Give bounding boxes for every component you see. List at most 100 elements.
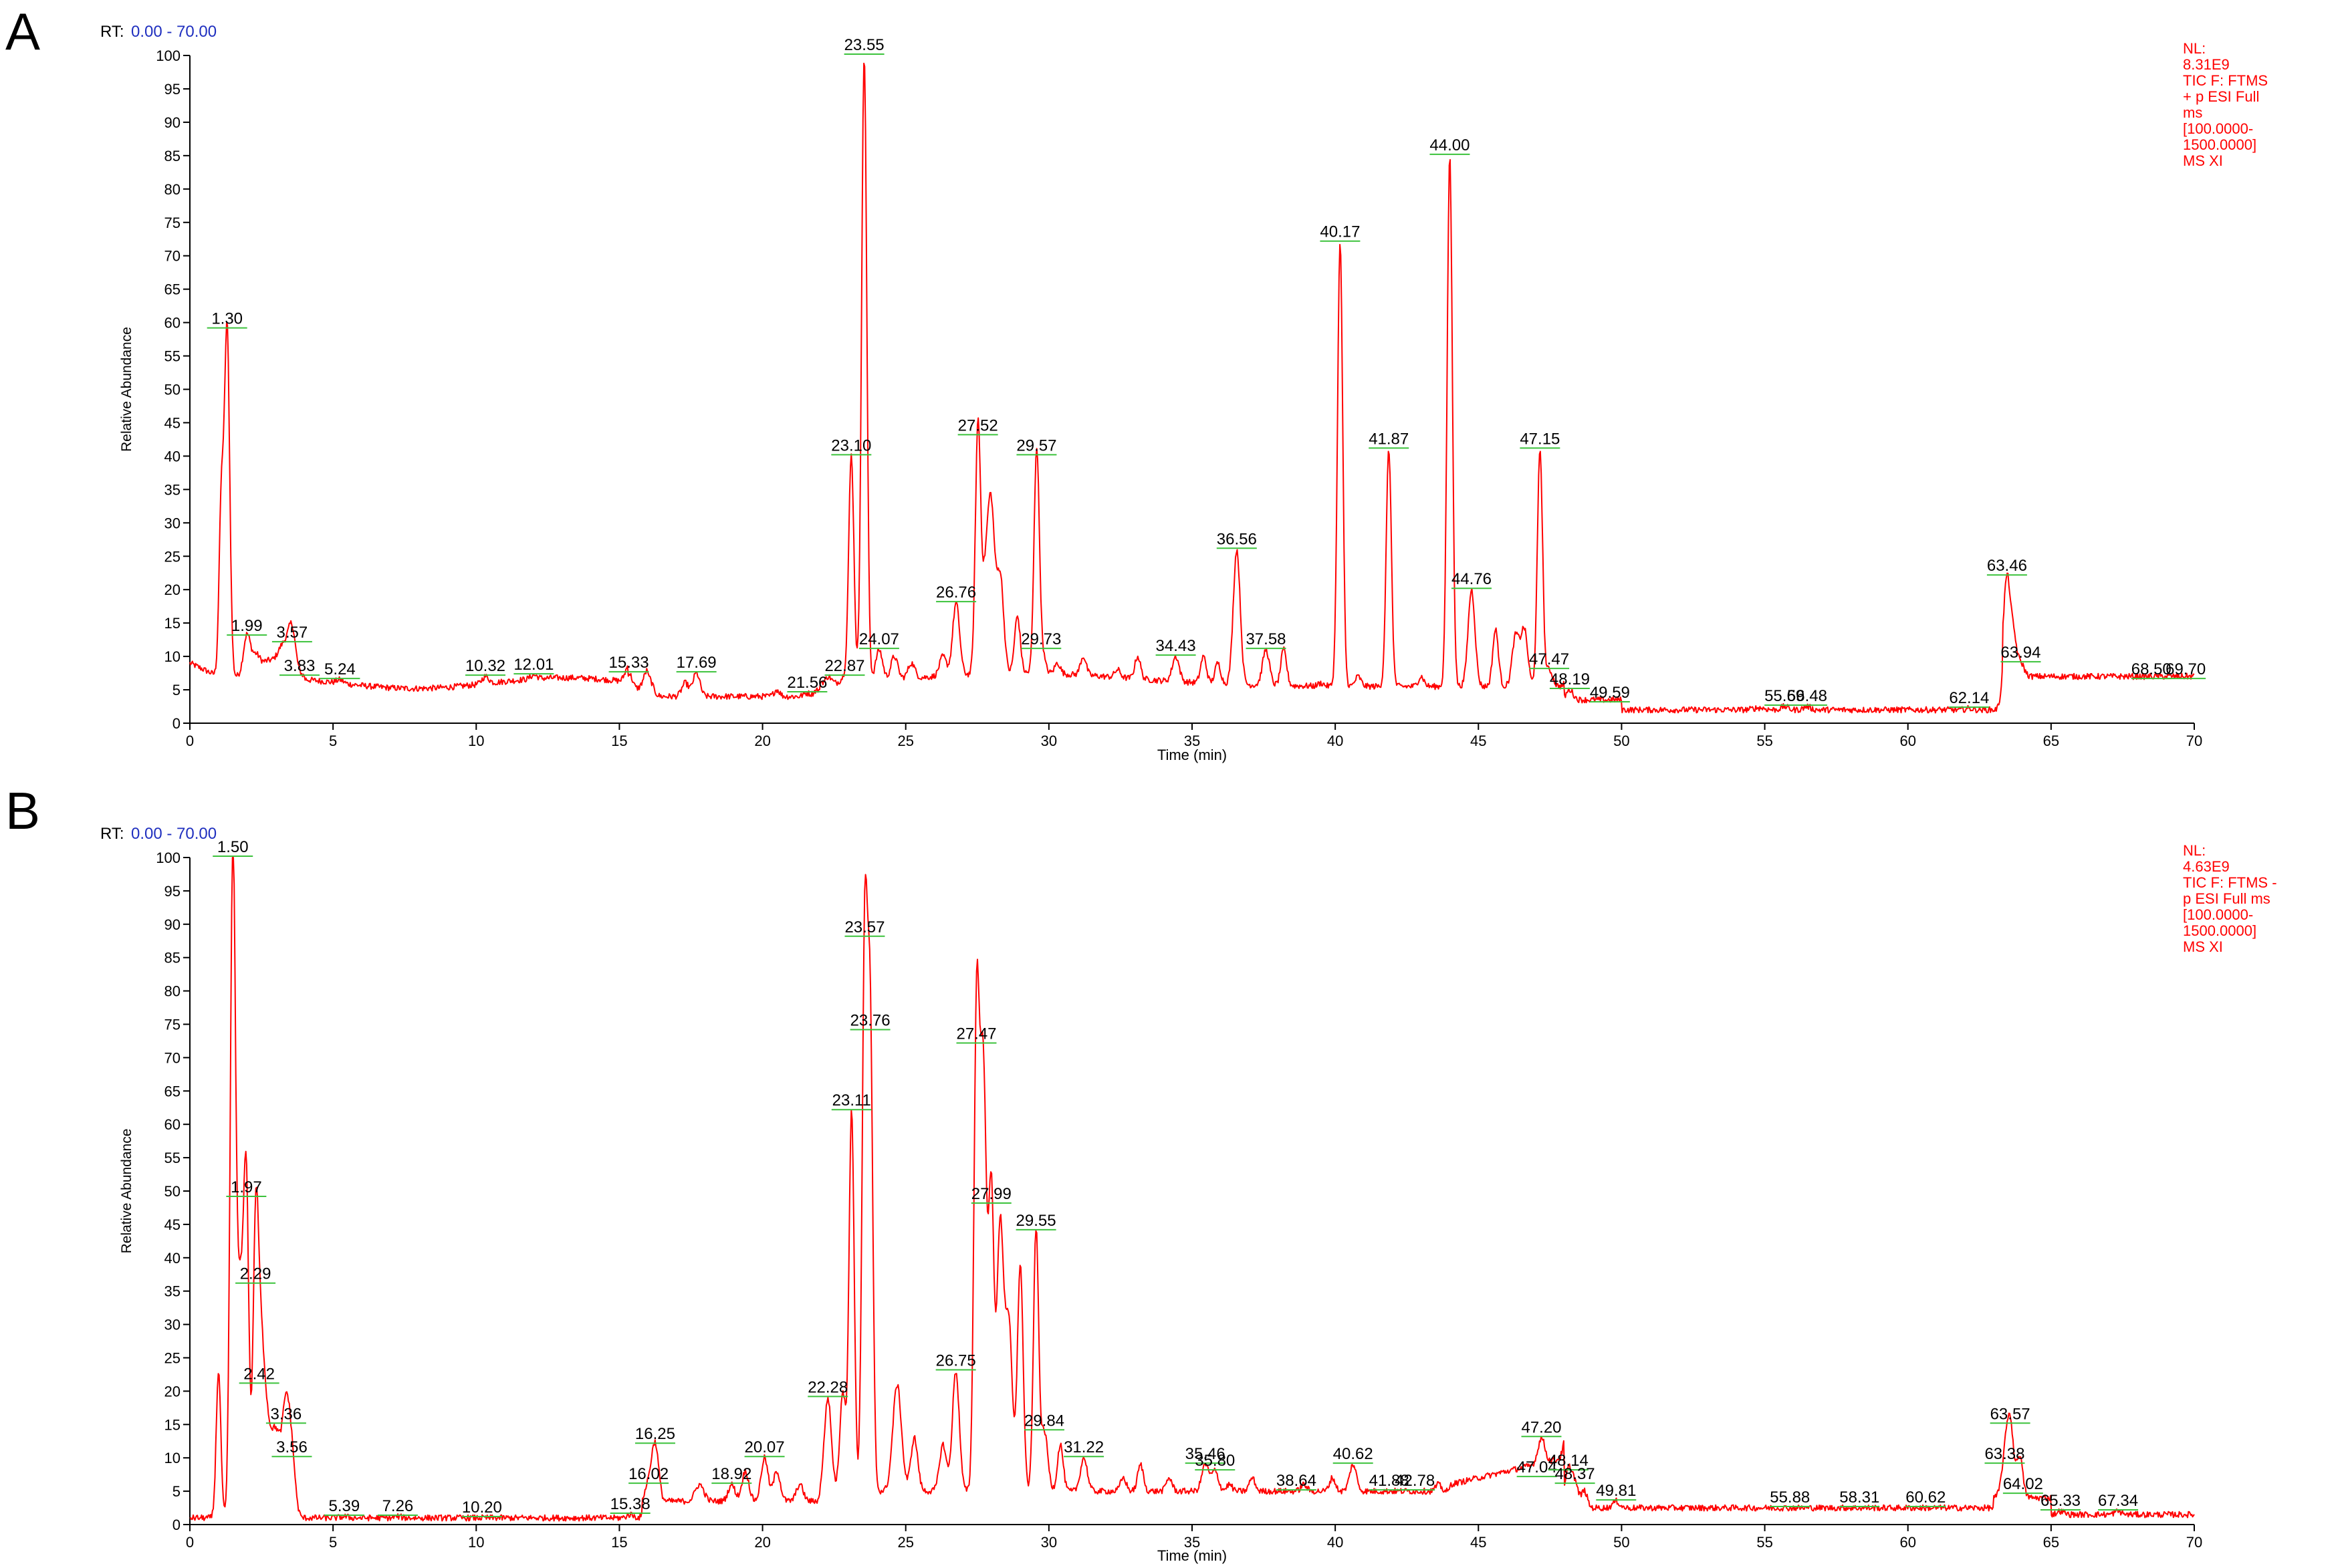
y-tick-label: 70 (164, 1049, 181, 1066)
peak-label: 26.75 (936, 1351, 976, 1369)
y-tick-label: 90 (164, 114, 181, 131)
x-tick-label: 20 (754, 733, 770, 749)
peak-label: 1.30 (211, 310, 243, 328)
peak-label: 23.10 (831, 436, 871, 454)
x-tick-label: 10 (468, 733, 484, 749)
y-tick-label: 25 (164, 1350, 181, 1367)
x-tick-label: 65 (2043, 733, 2059, 749)
peak-label: 3.83 (284, 657, 316, 675)
x-tick-label: 15 (611, 733, 627, 749)
peak-label: 3.36 (271, 1405, 302, 1423)
y-tick-label: 90 (164, 916, 181, 933)
scan-info-line: [100.0000- (2183, 906, 2253, 923)
y-tick-label: 60 (164, 315, 181, 332)
peak-label: 55.69 (1764, 687, 1804, 705)
x-tick-label: 35 (1184, 733, 1200, 749)
y-tick-label: 35 (164, 1283, 181, 1300)
peak-label: 47.20 (1521, 1418, 1561, 1436)
x-tick-label: 70 (2186, 733, 2202, 749)
peak-label: 68.50 (2131, 660, 2172, 678)
y-tick-label: 50 (164, 382, 181, 398)
y-tick-label: 15 (164, 615, 181, 632)
x-tick-label: 70 (2186, 1534, 2202, 1551)
peak-label: 2.29 (240, 1265, 271, 1283)
peak-label: 48.19 (1550, 670, 1590, 688)
scan-info-line: p ESI Full ms (2183, 890, 2270, 907)
y-tick-label: 70 (164, 248, 181, 265)
y-tick-label: 45 (164, 414, 181, 431)
y-tick-label: 60 (164, 1116, 181, 1133)
x-tick-label: 0 (186, 1534, 194, 1551)
peak-label: 29.55 (1016, 1212, 1056, 1230)
peak-label: 40.62 (1333, 1445, 1373, 1463)
peak-label: 17.69 (677, 654, 717, 672)
peak-label: 5.24 (324, 660, 356, 678)
x-axis-title: Time (min) (1157, 1547, 1227, 1564)
y-axis-title: Relative Abundance (119, 327, 134, 452)
y-tick-label: 55 (164, 348, 181, 365)
peak-label: 10.20 (462, 1498, 502, 1517)
peak-label: 5.39 (328, 1497, 360, 1515)
peak-label: 64.02 (2003, 1475, 2043, 1493)
rt-label: RT: (100, 825, 124, 843)
x-tick-label: 40 (1327, 1534, 1343, 1551)
y-tick-label: 5 (172, 1483, 181, 1500)
peak-label: 27.99 (971, 1185, 1012, 1203)
rt-range: 0.00 - 70.00 (131, 23, 217, 41)
y-tick-label: 65 (164, 1083, 181, 1099)
peak-label: 42.78 (1395, 1472, 1435, 1490)
x-tick-label: 55 (1756, 733, 1772, 749)
peak-label: 41.87 (1369, 430, 1409, 448)
y-tick-label: 10 (164, 648, 181, 665)
y-tick-label: 25 (164, 548, 181, 565)
y-tick-label: 0 (172, 715, 181, 732)
peak-label: 40.17 (1320, 223, 1360, 241)
peak-label: 21.56 (787, 674, 827, 692)
x-tick-label: 25 (897, 1534, 913, 1551)
y-axis-title: Relative Abundance (119, 1129, 134, 1254)
y-tick-label: 55 (164, 1150, 181, 1166)
peak-label: 60.62 (1905, 1488, 1946, 1507)
peak-label: 65.33 (2040, 1492, 2081, 1510)
x-tick-label: 25 (897, 733, 913, 749)
peak-label: 16.02 (628, 1465, 669, 1483)
peak-label: 23.57 (844, 918, 885, 936)
peak-label: 22.87 (824, 657, 864, 675)
peak-label: 31.22 (1064, 1438, 1104, 1456)
chart-panel-b: RT: 0.00 - 70.000510152025303540455055606… (100, 825, 2277, 1564)
x-tick-label: 35 (1184, 1534, 1200, 1551)
peak-label: 63.46 (1987, 557, 2027, 575)
y-tick-label: 80 (164, 983, 181, 1000)
peak-label: 48.14 (1548, 1452, 1589, 1470)
scan-info-line: 1500.0000] (2183, 136, 2256, 153)
scan-info-line: TIC F: FTMS - (2183, 874, 2277, 891)
peak-label: 26.76 (936, 583, 976, 602)
peak-label: 44.00 (1429, 136, 1470, 154)
panel-letter-b: B (5, 781, 41, 840)
peak-label: 44.76 (1451, 570, 1492, 588)
peak-label: 15.38 (610, 1495, 651, 1513)
peak-label: 63.38 (1984, 1445, 2024, 1463)
scan-info-line: 1500.0000] (2183, 922, 2256, 939)
scan-info-line: MS XI (2183, 938, 2223, 955)
y-tick-label: 15 (164, 1416, 181, 1433)
x-tick-label: 45 (1470, 1534, 1486, 1551)
x-tick-label: 60 (1899, 1534, 1915, 1551)
y-tick-label: 35 (164, 481, 181, 498)
y-tick-label: 75 (164, 215, 181, 231)
x-tick-label: 20 (754, 1534, 770, 1551)
peak-label: 23.55 (844, 36, 885, 54)
y-tick-label: 50 (164, 1183, 181, 1200)
y-tick-label: 100 (156, 47, 181, 64)
x-tick-label: 10 (468, 1534, 484, 1551)
scan-info-line: NL: (2183, 842, 2206, 859)
y-tick-label: 30 (164, 1317, 181, 1333)
peak-label: 12.01 (513, 656, 554, 674)
peak-label: 63.57 (1990, 1405, 2030, 1423)
y-tick-label: 20 (164, 1383, 181, 1400)
scan-info-line: 8.31E9 (2183, 56, 2230, 73)
peak-label: 24.07 (859, 630, 899, 648)
peak-label: 1.50 (217, 838, 249, 856)
x-tick-label: 30 (1041, 1534, 1057, 1551)
